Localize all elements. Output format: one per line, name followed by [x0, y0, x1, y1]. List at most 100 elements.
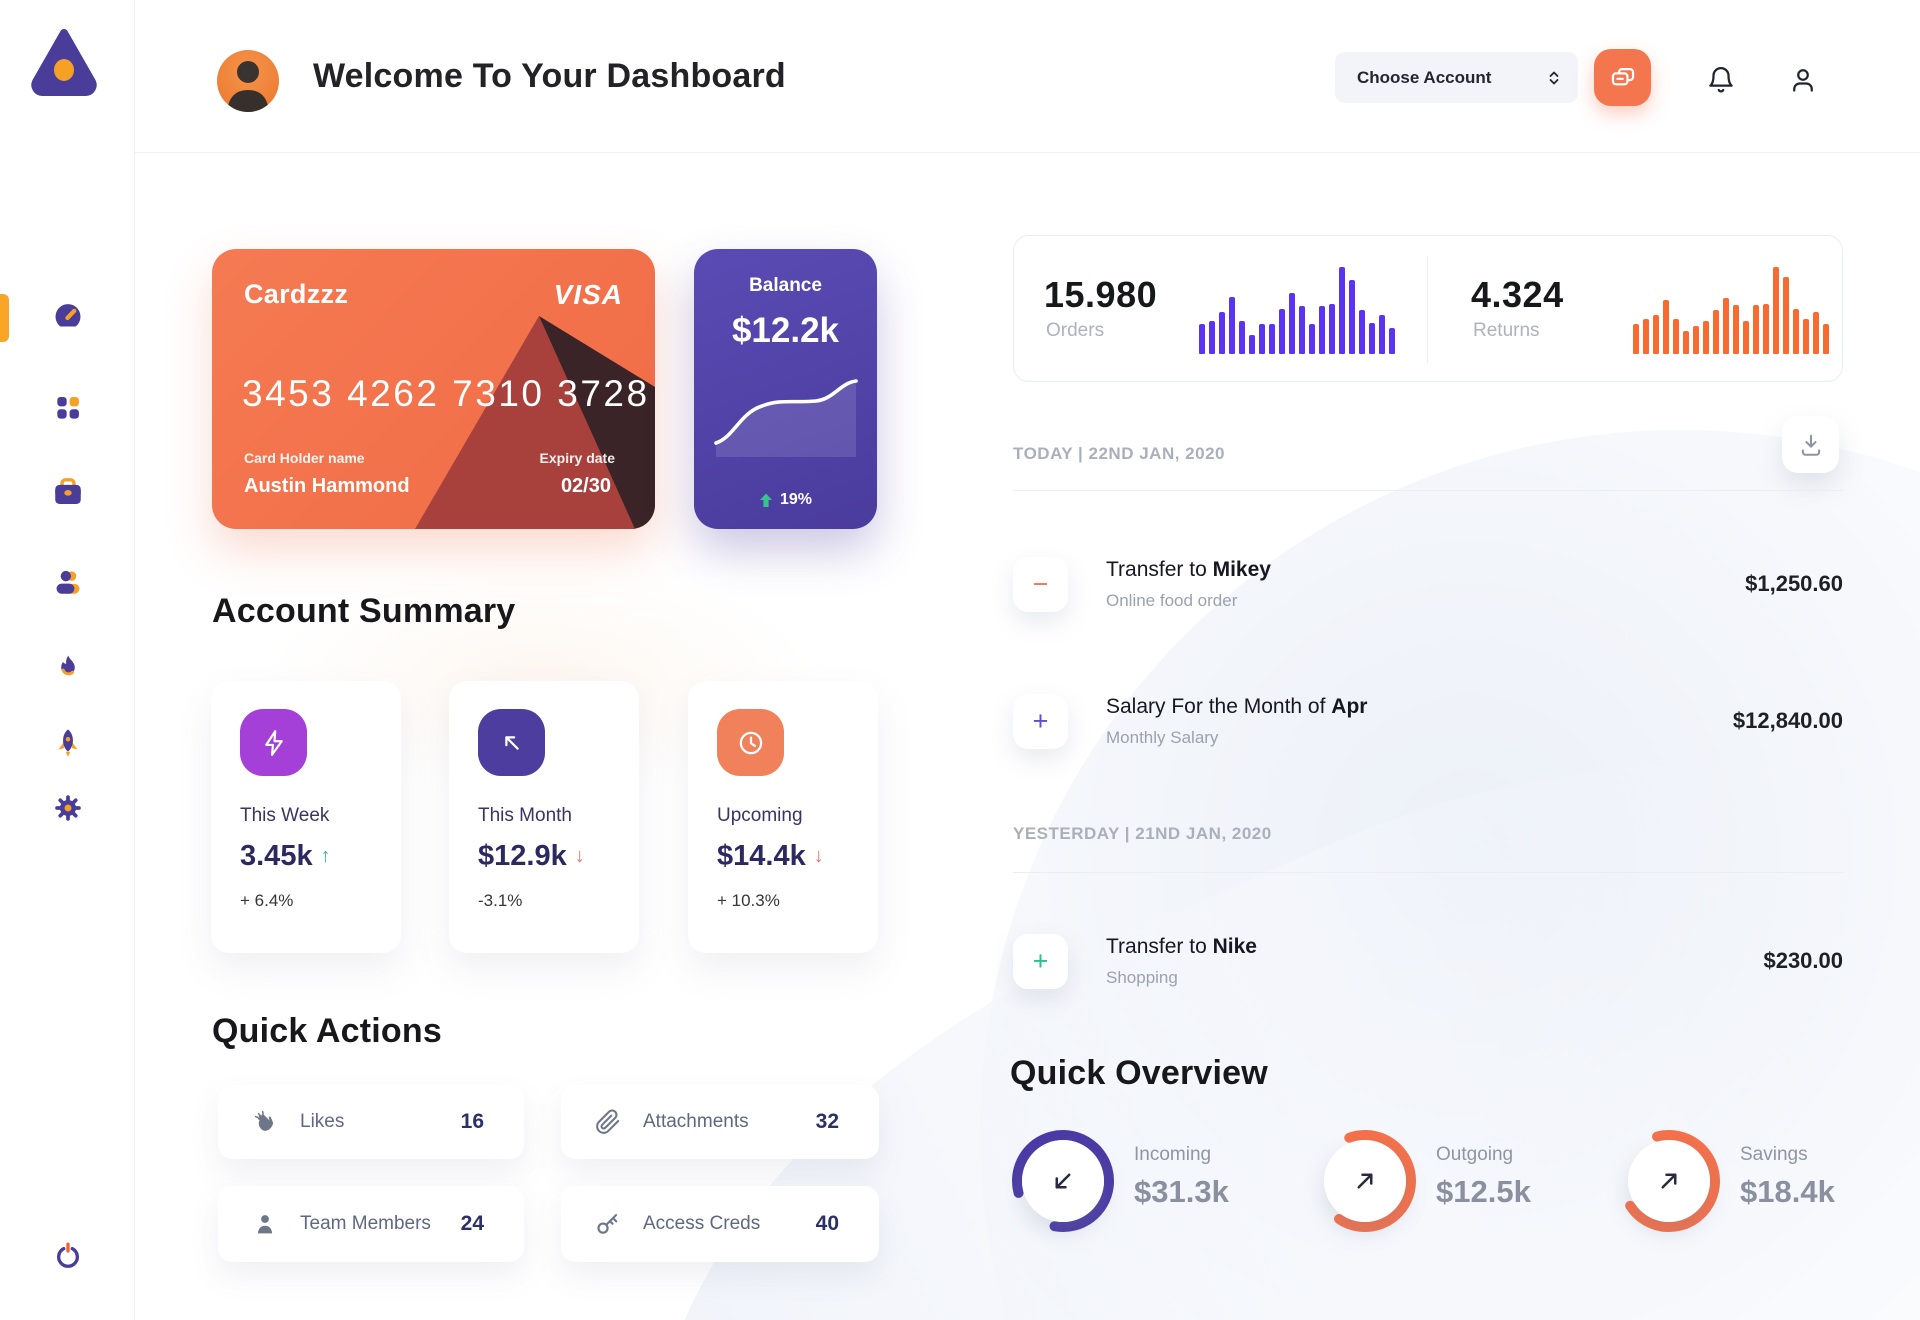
- summary-value: $12.9k ↓: [478, 840, 585, 872]
- account-summary-heading: Account Summary: [212, 592, 516, 630]
- transaction-sign-icon: +: [1013, 693, 1068, 749]
- transaction-amount: $12,840.00: [1732, 708, 1843, 733]
- quick-action-count: 40: [815, 1212, 839, 1235]
- quick-action-team-members[interactable]: Team Members 24: [218, 1186, 524, 1262]
- account-selector[interactable]: Choose Account: [1335, 52, 1578, 103]
- gauge-label: Outgoing: [1436, 1144, 1514, 1165]
- transaction-subtitle: Online food order: [1106, 590, 1238, 610]
- grid-icon: [57, 397, 79, 419]
- chevron-up-down-icon: [1549, 71, 1559, 84]
- summary-delta: + 10.3%: [717, 891, 780, 910]
- card-holder-name: Austin Hammond: [244, 475, 410, 497]
- balance-value: $12.2k: [731, 311, 840, 350]
- power-icon: [57, 1242, 79, 1268]
- gauge-inner-disc: [1324, 1140, 1406, 1222]
- credit-card: Cardzzz VISA 3453 4262 7310 3728 Card Ho…: [212, 249, 655, 529]
- bolt-icon: [240, 709, 307, 776]
- card-mountain-graphic: [415, 316, 655, 529]
- card-name: Cardzzz: [244, 279, 349, 309]
- card-expiry-label: Expiry date: [539, 450, 615, 466]
- chat-icon: [1611, 67, 1634, 85]
- profile-button[interactable]: [1783, 60, 1823, 100]
- trend-up-icon: ↑: [320, 845, 331, 867]
- sidebar-item-work[interactable]: [44, 468, 92, 516]
- quick-action-count: 32: [815, 1110, 839, 1133]
- card-number: 3453 4262 7310 3728: [242, 373, 650, 414]
- page-title: Welcome To Your Dashboard: [313, 57, 786, 95]
- yesterday-date-label: YESTERDAY | 21ND JAN, 2020: [1013, 824, 1272, 843]
- logout-button[interactable]: [44, 1231, 92, 1279]
- quick-action-access-creds[interactable]: Access Creds 40: [561, 1186, 879, 1262]
- transaction-row[interactable]: + Salary For the Month of Apr Monthly Sa…: [1013, 685, 1843, 757]
- arrow-up-right-icon: [1661, 1173, 1677, 1189]
- download-button[interactable]: [1782, 416, 1839, 473]
- arrow-up-left-icon: [478, 709, 545, 776]
- notifications-button[interactable]: [1701, 60, 1741, 100]
- summary-value: $14.4k ↓: [717, 840, 824, 872]
- trend-down-icon: ↓: [574, 845, 585, 867]
- bell-icon: [1709, 67, 1733, 93]
- sidebar: [0, 0, 135, 1320]
- gauge-value: $18.4k: [1740, 1174, 1835, 1209]
- summary-delta: -3.1%: [478, 891, 523, 910]
- gauge-inner-disc: [1628, 1140, 1710, 1222]
- card-holder-label: Card Holder name: [244, 450, 365, 466]
- rocket-icon: [58, 729, 78, 757]
- download-icon: [1801, 434, 1820, 456]
- quick-action-likes[interactable]: Likes 16: [218, 1085, 524, 1159]
- messages-button[interactable]: [1594, 49, 1651, 106]
- sidebar-item-activity[interactable]: [44, 644, 92, 692]
- arrow-up-right-icon: [1357, 1173, 1373, 1189]
- summary-value: 3.45k ↑: [240, 840, 331, 872]
- app-logo-icon: [26, 24, 102, 100]
- card-expiry-value: 02/30: [560, 475, 611, 497]
- gauge-incoming: Incoming $31.3k: [1010, 1128, 1310, 1238]
- balance-card: Balance $12.2k 19%: [694, 249, 877, 529]
- transaction-row[interactable]: − Transfer to Mikey Online food order $1…: [1013, 548, 1843, 620]
- divider: [1013, 872, 1843, 873]
- quick-action-attachments[interactable]: Attachments 32: [561, 1085, 879, 1159]
- gauge-label: Savings: [1740, 1144, 1808, 1165]
- quick-actions-heading: Quick Actions: [212, 1012, 442, 1050]
- active-nav-indicator: [0, 294, 9, 342]
- sidebar-item-settings[interactable]: [44, 784, 92, 832]
- transaction-sign-icon: +: [1013, 933, 1068, 989]
- summary-card-upcoming: Upcoming $14.4k ↓ + 10.3%: [688, 681, 878, 953]
- paperclip-icon: [596, 1109, 620, 1134]
- summary-label: This Week: [240, 805, 330, 826]
- transaction-subtitle: Monthly Salary: [1106, 727, 1219, 747]
- summary-label: Upcoming: [717, 805, 803, 826]
- transaction-amount: $1,250.60: [1745, 571, 1843, 596]
- sidebar-item-launch[interactable]: [44, 719, 92, 767]
- person-icon: [257, 1215, 273, 1234]
- transaction-title: Transfer to Nike: [1106, 934, 1257, 958]
- key-icon: [597, 1214, 618, 1234]
- gauge-value: $31.3k: [1134, 1174, 1229, 1209]
- avatar[interactable]: [217, 50, 279, 112]
- briefcase-icon: [55, 478, 81, 505]
- account-selector-label: Choose Account: [1357, 67, 1492, 87]
- header: Welcome To Your Dashboard Choose Account: [135, 0, 1920, 153]
- transaction-subtitle: Shopping: [1106, 967, 1178, 987]
- sidebar-item-dashboard[interactable]: [44, 292, 92, 340]
- transaction-row[interactable]: + Transfer to Nike Shopping $230.00: [1013, 925, 1843, 997]
- balance-change: 19%: [694, 491, 877, 509]
- returns-bar-chart: [1633, 266, 1829, 354]
- gauge-outgoing: Outgoing $12.5k: [1312, 1128, 1612, 1238]
- gauge-icon: [55, 304, 81, 327]
- balance-sparkline: [714, 379, 858, 457]
- orders-bar-chart: [1199, 266, 1395, 354]
- arrow-up-icon: [759, 493, 772, 507]
- divider: [1013, 490, 1843, 491]
- gauge-label: Incoming: [1134, 1144, 1212, 1165]
- clap-icon: [254, 1110, 274, 1131]
- summary-card-this-week: This Week 3.45k ↑ + 6.4%: [211, 681, 401, 953]
- sidebar-item-clients[interactable]: [44, 558, 92, 606]
- orders-label: Orders: [1046, 320, 1105, 341]
- sidebar-item-apps[interactable]: [44, 383, 92, 431]
- summary-card-this-month: This Month $12.9k ↓ -3.1%: [449, 681, 639, 953]
- clock-icon: [717, 709, 784, 776]
- quick-overview-heading: Quick Overview: [1010, 1054, 1268, 1092]
- quick-action-label: Attachments: [643, 1111, 749, 1132]
- quick-action-label: Access Creds: [643, 1213, 761, 1234]
